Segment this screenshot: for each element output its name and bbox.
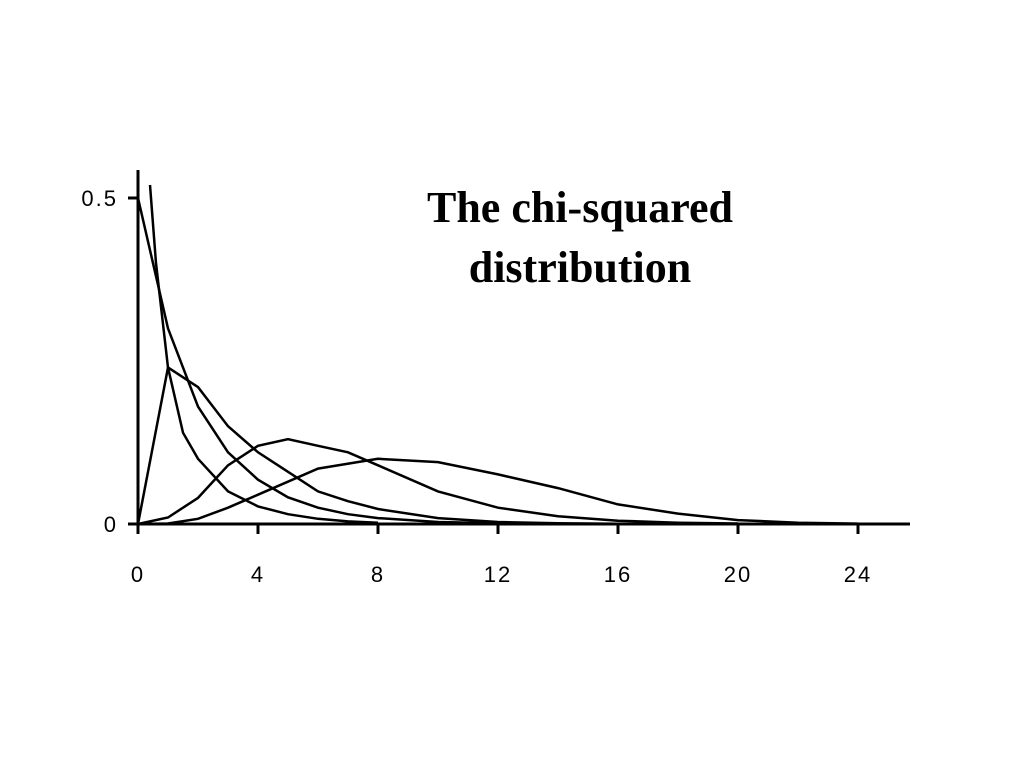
y-ticks-group: 00.5 — [81, 186, 138, 537]
x-tick-label: 20 — [724, 562, 752, 587]
chart-title-line-2: distribution — [469, 243, 692, 292]
x-tick-label: 0 — [131, 562, 145, 587]
x-tick-label: 8 — [371, 562, 385, 587]
chart-title-line-1: The chi-squared — [427, 183, 733, 232]
series-line-df-3 — [136, 365, 619, 526]
series-line-df-1 — [148, 184, 379, 524]
series-line-df-10 — [137, 457, 859, 526]
x-tick-label: 24 — [844, 562, 872, 587]
x-tick-label: 4 — [251, 562, 265, 587]
x-tick-label: 12 — [484, 562, 512, 587]
x-ticks-group: 0 4 8 12 16 20 24 — [131, 524, 872, 587]
y-tick-label: 0.5 — [81, 186, 118, 211]
curves-group — [136, 184, 859, 526]
x-tick-label: 16 — [604, 562, 632, 587]
y-tick-label: 0 — [104, 512, 118, 537]
series-line-df-7 — [137, 437, 739, 526]
series-line-df-2 — [136, 197, 559, 525]
